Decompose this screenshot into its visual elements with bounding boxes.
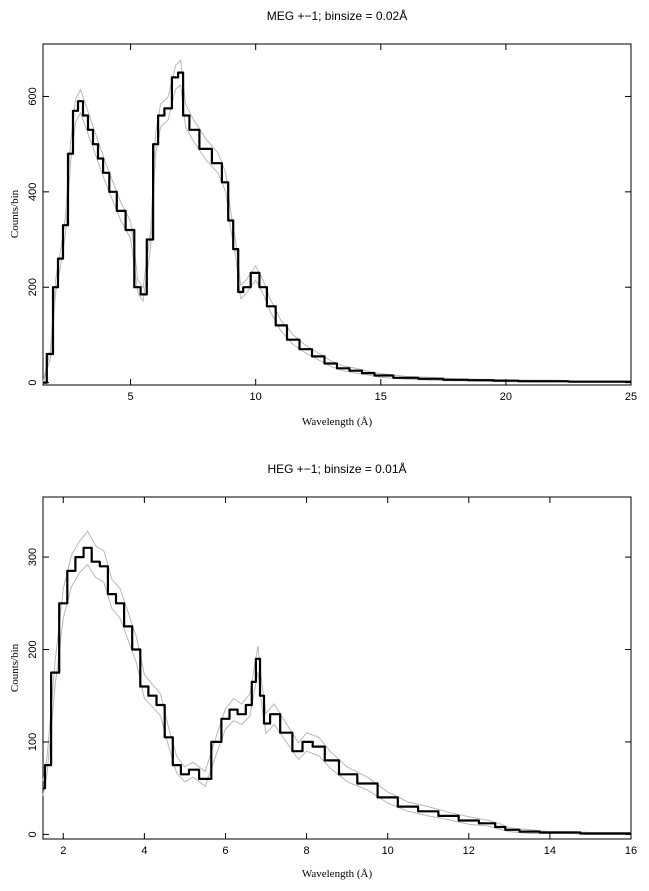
heg-counts-series [43, 546, 631, 835]
meg-x-axis-label: Wavelength (Å) [302, 416, 373, 428]
meg-error-band [42, 59, 631, 384]
heg-error-lower [42, 563, 631, 835]
heg-chart-title: HEG +−1; binsize = 0.01Å [267, 461, 406, 476]
heg-panel: HEG +−1; binsize = 0.01Å 2 4 6 8 10 12 14 16 0 10… [9, 461, 637, 880]
heg-x-axis-label: Wavelength (Å) [302, 868, 373, 880]
meg-y-tick-label: 0 [27, 380, 39, 386]
heg-x-tick-label: 4 [141, 845, 147, 857]
heg-x-tick-label: 10 [382, 845, 394, 857]
heg-x-tick-label: 12 [463, 845, 475, 857]
heg-x-tick-label: 2 [60, 845, 66, 857]
meg-y-tick-label: 200 [27, 278, 39, 296]
meg-x-tick-label: 20 [500, 391, 512, 403]
meg-y-tick-label: 600 [27, 87, 39, 105]
meg-x-tick-label: 25 [625, 391, 637, 403]
meg-chart-title: MEG +−1; binsize = 0.02Å [267, 8, 407, 23]
meg-plot-frame [42, 43, 632, 386]
heg-y-tick-label: 300 [27, 548, 39, 566]
heg-error-upper [42, 530, 631, 833]
meg-y-tick-label: 400 [27, 183, 39, 201]
meg-y-axis-label: Counts/bin [9, 189, 21, 238]
heg-plot-frame [42, 496, 632, 840]
heg-y-tick-label: 200 [27, 640, 39, 658]
heg-x-tick-label: 8 [304, 845, 310, 857]
meg-x-tick-label: 15 [375, 391, 387, 403]
heg-x-tick-label: 16 [625, 845, 637, 857]
meg-series-layer [43, 71, 631, 384]
meg-x-tick-label: 5 [128, 391, 134, 403]
meg-x-tick-label: 10 [250, 391, 262, 403]
heg-error-band [42, 530, 631, 835]
heg-x-tick-label: 14 [544, 845, 556, 857]
meg-error-upper [42, 59, 631, 382]
heg-y-tick-label: 100 [27, 733, 39, 751]
meg-counts-series [43, 71, 631, 384]
meg-error-lower [42, 84, 631, 384]
heg-series-layer [43, 546, 631, 835]
meg-panel: MEG +−1; binsize = 0.02Å 5 10 15 20 25 0 200 40… [9, 8, 637, 428]
meg-axis-ticks: 5 10 15 20 25 0 200 400 600 [27, 44, 637, 403]
heg-axis-ticks: 2 4 6 8 10 12 14 16 0 100 200 300 [27, 497, 637, 857]
heg-y-axis-label: Counts/bin [9, 643, 21, 692]
heg-x-tick-label: 6 [222, 845, 228, 857]
heg-y-tick-label: 0 [27, 831, 39, 837]
